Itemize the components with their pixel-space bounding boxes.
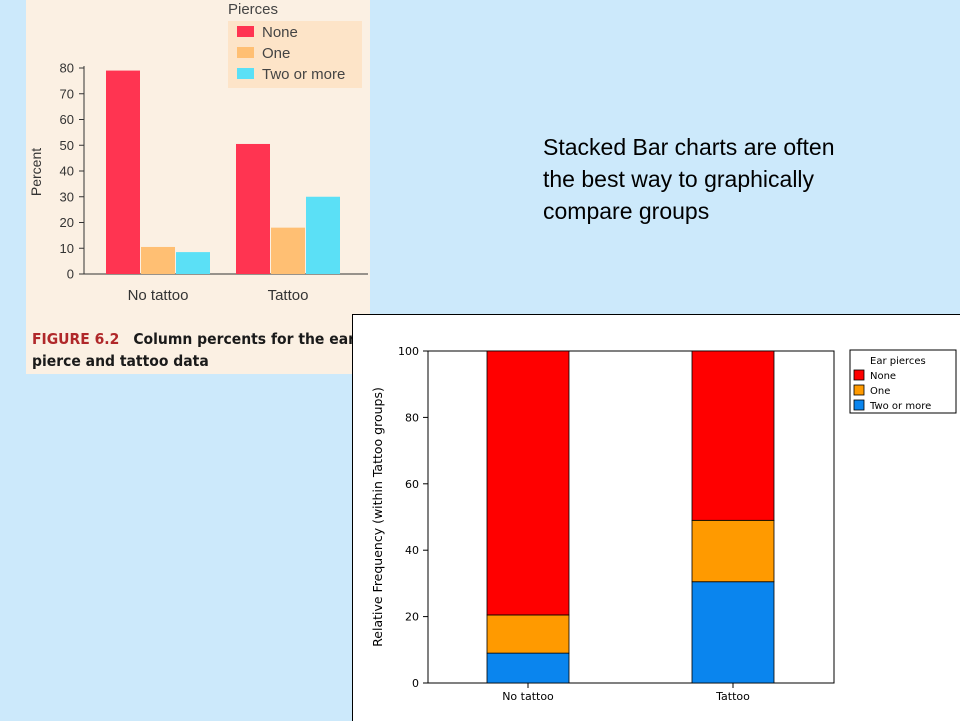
y-tick-label: 0 bbox=[412, 677, 419, 690]
legend-label-none: None bbox=[262, 24, 298, 41]
y-tick-label: 20 bbox=[405, 611, 419, 624]
bar-tattoo-two-or-more bbox=[306, 196, 340, 274]
y-tick-label: 100 bbox=[398, 345, 419, 358]
legend-label-two-or-more: Two or more bbox=[262, 66, 345, 83]
stack-no-tattoo-none bbox=[486, 350, 570, 616]
figure-caption-text: Column percents for the ear pierce and t… bbox=[32, 330, 355, 370]
bar-no-tattoo-one bbox=[141, 246, 175, 274]
legend-title: Pierces bbox=[228, 1, 278, 18]
y-tick-label: 60 bbox=[405, 478, 419, 491]
legend-label-two-or-more: Two or more bbox=[869, 401, 931, 412]
y-tick-label: 0 bbox=[67, 267, 74, 282]
y-tick-label: 40 bbox=[60, 164, 74, 179]
x-tick-label: Tattoo bbox=[715, 690, 750, 703]
y-tick-label: 30 bbox=[60, 189, 74, 204]
plot-area bbox=[427, 350, 835, 684]
y-tick-label: 60 bbox=[60, 112, 74, 127]
x-tick-label: No tattoo bbox=[502, 690, 554, 703]
stack-no-tattoo-one bbox=[486, 614, 570, 654]
legend-swatch-one bbox=[237, 47, 254, 58]
y-axis-label: Percent bbox=[28, 148, 44, 196]
x-tick-label: Tattoo bbox=[268, 287, 309, 304]
grouped-bar-chart: 0 10 20 30 40 50 60 70 80 Percent No tattoo Tattoo P… bbox=[28, 1, 368, 304]
y-tick-label: 10 bbox=[60, 241, 74, 256]
y-tick-label: 20 bbox=[60, 215, 74, 230]
bar-tattoo-one bbox=[271, 227, 305, 274]
stacked-bar-chart: 0 20 40 60 80 100 Relative Frequency (within T… bbox=[370, 345, 957, 703]
y-tick-label: 80 bbox=[60, 61, 74, 76]
bar-no-tattoo-two-or-more bbox=[176, 252, 210, 274]
figure-caption: FIGURE 6.2 Column percents for the ear pi… bbox=[32, 328, 362, 372]
y-tick-label: 40 bbox=[405, 544, 419, 557]
stack-tattoo-two-or-more bbox=[691, 581, 775, 684]
legend-swatch-two-or-more bbox=[853, 399, 865, 411]
stack-tattoo-one bbox=[691, 519, 775, 583]
stacked-bar-note: Stacked Bar charts are often the best wa… bbox=[543, 134, 835, 224]
stack-tattoo-none bbox=[691, 350, 775, 521]
legend-label-one: One bbox=[262, 45, 290, 62]
x-tick-label: No tattoo bbox=[128, 287, 189, 304]
stack-no-tattoo-two-or-more bbox=[486, 652, 570, 684]
bar-no-tattoo-none bbox=[106, 70, 140, 274]
legend-title: Ear pierces bbox=[870, 356, 926, 367]
legend-box bbox=[849, 349, 957, 414]
legend-swatch-none bbox=[853, 369, 865, 381]
stacked-bar-figure: 0 20 40 60 80 100 Relative Frequency (within T… bbox=[352, 314, 960, 721]
y-tick-label: 70 bbox=[60, 86, 74, 101]
y-tick-label: 50 bbox=[60, 138, 74, 153]
legend-swatch-one bbox=[853, 384, 865, 396]
bar-tattoo-none bbox=[236, 143, 270, 274]
legend-label-none: None bbox=[870, 371, 896, 382]
legend-label-one: One bbox=[870, 386, 890, 397]
grouped-bar-figure: 0 10 20 30 40 50 60 70 80 Percent No tattoo Tattoo P… bbox=[26, 0, 370, 374]
y-axis-label: Relative Frequency (within Tattoo groups… bbox=[370, 387, 385, 647]
y-tick-label: 80 bbox=[405, 411, 419, 424]
legend-swatch-two-or-more bbox=[237, 68, 254, 79]
figure-label: FIGURE 6.2 bbox=[32, 330, 120, 348]
legend-swatch-none bbox=[237, 26, 254, 37]
